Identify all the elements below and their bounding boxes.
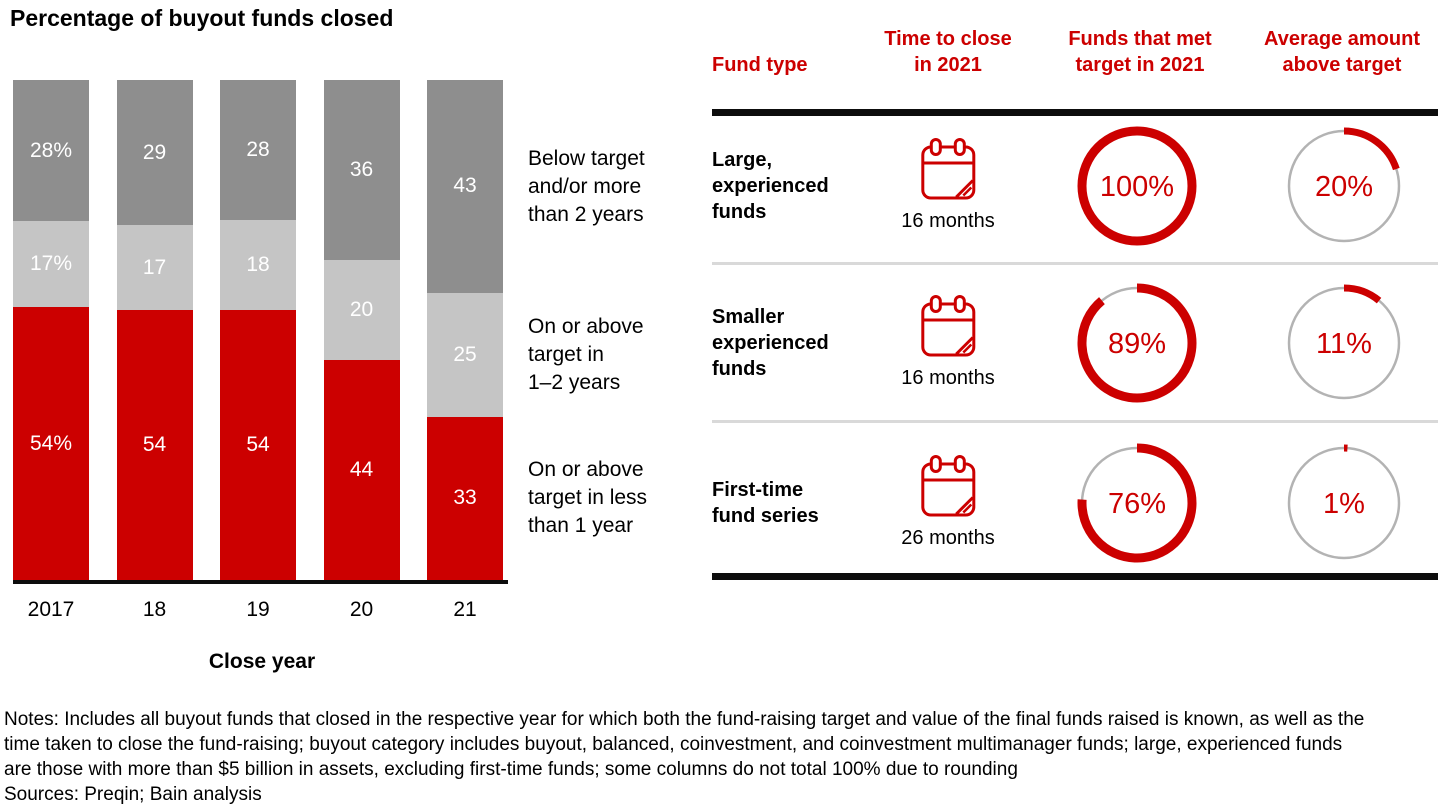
above-target-donut: 11% bbox=[1287, 284, 1401, 400]
bar-value-label: 29 bbox=[142, 140, 167, 164]
x-axis-title: Close year bbox=[208, 650, 316, 673]
fund-type-label: Smaller experienced funds bbox=[712, 306, 829, 380]
met-target-donut: 76% bbox=[1077, 443, 1197, 563]
x-tick-label: 2017 bbox=[27, 598, 75, 621]
row-divider-1 bbox=[712, 262, 1438, 265]
column-header-time-to-close: Time to close in 2021 bbox=[884, 28, 1012, 76]
bar-segment: 54 bbox=[116, 310, 193, 580]
time-to-close-value: 16 months bbox=[901, 210, 995, 232]
donut-value-label: 89% bbox=[1108, 328, 1166, 360]
footnotes: Notes: Includes all buyout funds that cl… bbox=[4, 707, 1364, 807]
bar-value-label: 54% bbox=[29, 431, 73, 455]
above-target-donut: 1% bbox=[1287, 444, 1401, 560]
bar-value-label: 25 bbox=[453, 342, 477, 366]
donut-value-label: 11% bbox=[1316, 328, 1372, 360]
time-to-close-value: 16 months bbox=[901, 367, 995, 389]
legend-label: Below target and/or more than 2 years bbox=[528, 147, 645, 226]
bar-value-label: 44 bbox=[349, 458, 374, 481]
bar-segment: 36 bbox=[323, 80, 400, 260]
donut-value-label: 76% bbox=[1108, 488, 1166, 520]
table-bottom-rule bbox=[712, 573, 1438, 580]
time-to-close-cell: 16 months bbox=[901, 138, 995, 233]
bar-segment: 33 bbox=[427, 416, 503, 580]
donut-value-label: 100% bbox=[1100, 171, 1174, 203]
bar-value-label: 18 bbox=[246, 253, 270, 276]
bar-21: 43 25 33 bbox=[427, 80, 503, 580]
bar-value-label: 33 bbox=[453, 486, 477, 510]
bar-value-label: 17% bbox=[29, 252, 73, 276]
table-top-rule bbox=[712, 109, 1438, 116]
bar-value-label: 28% bbox=[29, 138, 73, 162]
met-target-donut: 100% bbox=[1077, 126, 1197, 246]
x-tick-label: 18 bbox=[142, 598, 167, 621]
calendar-icon bbox=[920, 455, 975, 517]
column-header-above-target: Average amount above target bbox=[1264, 28, 1420, 76]
legend-label: On or above target in 1–2 years bbox=[528, 315, 644, 394]
row-divider-2 bbox=[712, 420, 1438, 423]
x-tick-label: 21 bbox=[453, 598, 477, 621]
note-line: are those with more than $5 billion in a… bbox=[4, 759, 1018, 780]
time-to-close-cell: 16 months bbox=[901, 295, 995, 390]
column-header-met-target: Funds that met target in 2021 bbox=[1068, 28, 1212, 76]
bar-segment: 25 bbox=[427, 292, 503, 417]
bar-segment: 28 bbox=[220, 80, 296, 220]
above-target-donut: 20% bbox=[1287, 127, 1401, 243]
bar-value-label: 43 bbox=[453, 174, 477, 198]
bar-18: 29 17 54 bbox=[116, 80, 193, 580]
x-axis-line bbox=[13, 580, 508, 584]
bar-value-label: 17 bbox=[142, 255, 167, 279]
x-tick-label: 20 bbox=[349, 598, 374, 621]
donut-value-label: 20% bbox=[1315, 171, 1373, 203]
chart-title: Percentage of buyout funds closed bbox=[10, 5, 394, 31]
sources-line: Sources: Preqin; Bain analysis bbox=[4, 784, 262, 805]
bar-segment: 43 bbox=[427, 80, 503, 293]
time-to-close-value: 26 months bbox=[901, 527, 995, 549]
fund-type-label: First-time fund series bbox=[712, 479, 819, 527]
bar-segment: 29 bbox=[116, 80, 193, 225]
bar-segment: 54% bbox=[13, 307, 89, 580]
x-tick-label: 19 bbox=[246, 598, 270, 621]
fund-type-label: Large, experienced funds bbox=[712, 149, 829, 223]
bar-segment: 54 bbox=[220, 310, 296, 580]
bar-value-label: 28 bbox=[246, 138, 270, 161]
bar-value-label: 54 bbox=[142, 433, 167, 456]
bar-20: 36 20 44 bbox=[323, 80, 400, 580]
donut-value-label: 1% bbox=[1323, 488, 1365, 520]
bar-segment: 18 bbox=[220, 220, 296, 310]
bar-segment: 17% bbox=[13, 221, 89, 308]
met-target-donut: 89% bbox=[1077, 283, 1197, 403]
bar-segment: 28% bbox=[13, 80, 89, 222]
bar-2017: 28% 17% 54% bbox=[13, 80, 89, 580]
time-to-close-cell: 26 months bbox=[901, 455, 995, 550]
bar-value-label: 54 bbox=[246, 433, 270, 456]
note-line: time taken to close the fund-raising; bu… bbox=[4, 734, 1343, 755]
column-header-fund-type: Fund type bbox=[712, 54, 808, 76]
bar-segment: 17 bbox=[116, 225, 193, 310]
calendar-icon bbox=[920, 295, 975, 357]
bar-value-label: 20 bbox=[349, 298, 374, 321]
bar-segment: 20 bbox=[323, 260, 400, 360]
bar-value-label: 36 bbox=[349, 158, 374, 181]
note-line: Notes: Includes all buyout funds that cl… bbox=[4, 709, 1365, 730]
plot-area: 28% 17% 54% 29 17 54 28 18 54 36 20 44 43 25 33 bbox=[13, 80, 508, 580]
legend-label: On or above target in less than 1 year bbox=[528, 458, 648, 537]
bar-19: 28 18 54 bbox=[220, 80, 296, 580]
calendar-icon bbox=[920, 138, 975, 200]
bar-segment: 44 bbox=[323, 360, 400, 580]
